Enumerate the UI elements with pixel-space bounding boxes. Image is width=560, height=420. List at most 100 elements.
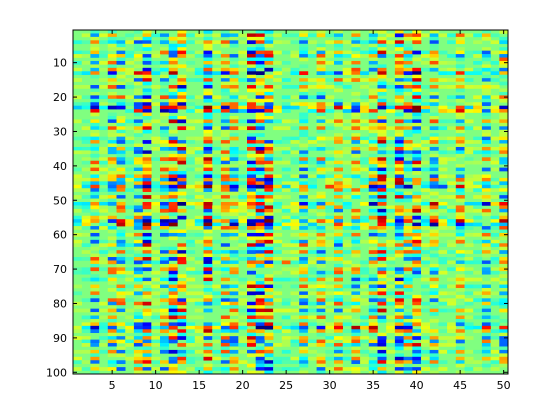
heatmap-cell <box>81 219 91 223</box>
heatmap-cell <box>142 140 152 144</box>
heatmap-cell <box>438 157 448 162</box>
heatmap-cell <box>116 57 126 62</box>
heatmap-cell <box>499 146 509 151</box>
heatmap-cell <box>90 205 100 210</box>
heatmap-cell <box>290 367 300 371</box>
heatmap-cell <box>238 105 248 110</box>
heatmap-cell <box>90 146 100 151</box>
heatmap-cell <box>247 318 256 323</box>
heatmap-cell <box>290 336 300 340</box>
heatmap-cell <box>351 332 361 337</box>
heatmap-cell <box>447 329 457 334</box>
heatmap-cell <box>107 112 117 117</box>
heatmap-cell <box>447 308 457 313</box>
heatmap-cell <box>412 164 422 168</box>
heatmap-cell <box>255 339 265 344</box>
heatmap-cell <box>90 277 100 282</box>
heatmap-cell <box>299 81 309 86</box>
heatmap-cell <box>334 140 343 144</box>
heatmap-cell <box>247 301 256 306</box>
heatmap-cell <box>220 322 230 327</box>
heatmap-cell <box>264 140 274 144</box>
heatmap-cell <box>386 270 396 275</box>
heatmap-cell <box>368 318 378 323</box>
heatmap-cell <box>177 305 187 309</box>
heatmap-cell <box>499 212 509 217</box>
heatmap-cell <box>499 257 509 261</box>
heatmap-cell <box>299 226 309 230</box>
heatmap-cell <box>229 95 239 100</box>
heatmap-cell <box>273 298 283 303</box>
heatmap-cell <box>73 167 82 172</box>
heatmap-cell <box>116 40 126 45</box>
heatmap-cell <box>438 60 448 65</box>
x-tick-label: 40 <box>410 379 424 392</box>
heatmap-cell <box>168 153 178 158</box>
heatmap-cell <box>412 95 422 100</box>
heatmap-cell <box>403 232 413 237</box>
heatmap-cell <box>455 222 465 227</box>
heatmap-cell <box>107 105 117 110</box>
heatmap-cell <box>368 36 378 41</box>
heatmap-cell <box>447 33 457 38</box>
heatmap-cell <box>334 232 343 237</box>
heatmap-cell <box>368 43 378 48</box>
heatmap-cell <box>481 122 491 127</box>
heatmap-cell <box>412 336 422 340</box>
heatmap-cell <box>116 329 126 334</box>
heatmap-cell <box>116 102 126 106</box>
heatmap-cell <box>107 346 117 351</box>
heatmap-cell <box>351 146 361 151</box>
heatmap-cell <box>377 157 387 162</box>
heatmap-cell <box>116 167 126 172</box>
heatmap-cell <box>142 325 152 330</box>
heatmap-cell <box>247 222 256 227</box>
heatmap-cell <box>116 301 126 306</box>
heatmap-cell <box>194 291 204 296</box>
heatmap-cell <box>220 153 230 158</box>
heatmap-cell <box>421 322 430 327</box>
heatmap-cell <box>481 109 491 113</box>
heatmap-cell <box>351 343 361 347</box>
heatmap-cell <box>133 160 143 165</box>
heatmap-cell <box>151 95 161 100</box>
heatmap-cell <box>281 160 291 165</box>
heatmap-cell <box>429 153 439 158</box>
heatmap-cell <box>212 54 222 58</box>
heatmap-cell <box>403 81 413 86</box>
heatmap-cell <box>368 184 378 189</box>
heatmap-cell <box>316 343 326 347</box>
heatmap-cell <box>81 184 91 189</box>
heatmap-cell <box>464 226 474 230</box>
heatmap-cell <box>299 198 309 203</box>
heatmap-cell <box>247 284 256 289</box>
heatmap-cell <box>220 143 230 148</box>
heatmap-cell <box>377 243 387 248</box>
heatmap-cell <box>255 140 265 144</box>
heatmap-cell <box>394 236 404 241</box>
heatmap-cell <box>90 263 100 268</box>
heatmap-cell <box>481 288 491 292</box>
heatmap-cell <box>203 112 213 117</box>
heatmap-cell <box>499 122 509 127</box>
heatmap-cell <box>368 74 378 79</box>
heatmap-cell <box>90 232 100 237</box>
heatmap-cell <box>307 339 317 344</box>
heatmap-cell <box>73 208 82 213</box>
heatmap-cell <box>307 322 317 327</box>
heatmap-cell <box>377 308 387 313</box>
heatmap-cell <box>255 322 265 327</box>
heatmap-cell <box>299 119 309 124</box>
heatmap-cell <box>90 212 100 217</box>
heatmap-cell <box>473 270 483 275</box>
heatmap-cell <box>220 363 230 368</box>
heatmap-cell <box>177 102 187 106</box>
heatmap-cell <box>403 284 413 289</box>
heatmap-cell <box>499 305 509 309</box>
heatmap-cell <box>220 102 230 106</box>
heatmap-cell <box>264 222 274 227</box>
heatmap-cell <box>229 40 239 45</box>
heatmap-cell <box>229 150 239 155</box>
heatmap-cell <box>499 133 509 137</box>
heatmap-cell <box>255 298 265 303</box>
